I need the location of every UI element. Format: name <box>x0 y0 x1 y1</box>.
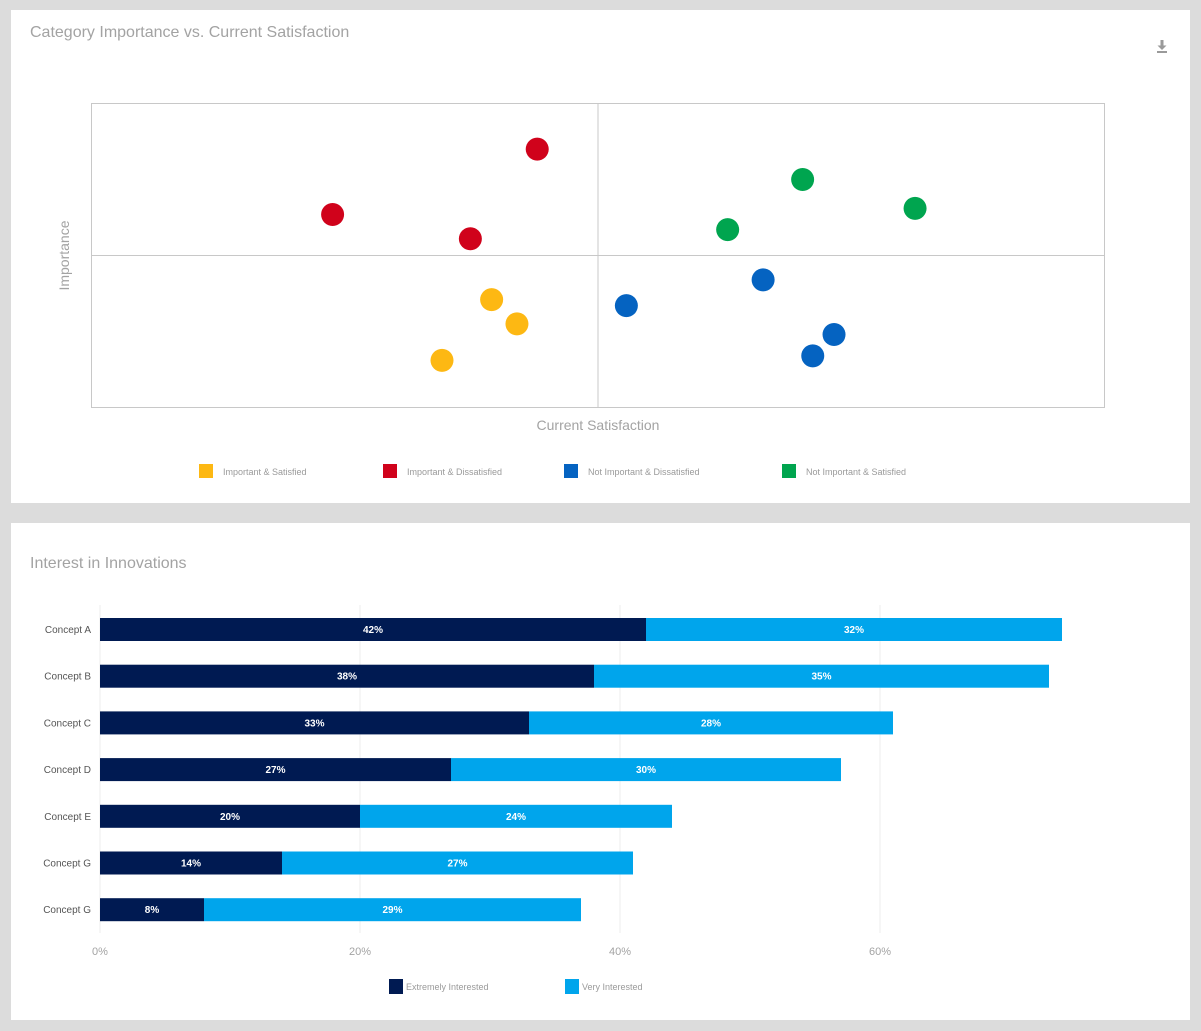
bar-segment <box>204 898 581 922</box>
scatter-point <box>505 312 529 336</box>
bar-value-label: 20% <box>220 812 240 823</box>
legend-swatch <box>383 464 397 478</box>
bar-segment <box>100 664 594 688</box>
download-button[interactable] <box>1153 37 1171 55</box>
x-tick-label: 20% <box>349 946 371 958</box>
legend-label: Important & Dissatisfied <box>407 467 502 477</box>
bar-segment <box>451 758 841 782</box>
scatter-point <box>480 288 504 312</box>
bar-value-label: 14% <box>181 859 201 870</box>
scatter-point <box>321 202 345 226</box>
legend-label: Important & Satisfied <box>223 467 307 477</box>
category-label: Concept D <box>44 765 91 776</box>
category-label: Concept B <box>44 672 91 683</box>
x-axis-label: Current Satisfaction <box>537 417 660 433</box>
y-axis-label: Importance <box>56 220 72 290</box>
scatter-point <box>614 294 638 318</box>
download-icon <box>1157 40 1167 53</box>
scatter-point <box>903 196 927 220</box>
scatter-point <box>458 227 482 251</box>
legend-swatch <box>199 464 213 478</box>
scatter-panel: Category Importance vs. Current Satisfac… <box>11 10 1190 503</box>
legend-label: Extremely Interested <box>406 982 489 992</box>
scatter-chart-title: Category Importance vs. Current Satisfac… <box>30 24 350 41</box>
bar-segment <box>100 758 451 782</box>
bar-value-label: 29% <box>382 905 402 916</box>
scatter-point <box>716 218 740 242</box>
bar-segment <box>594 664 1049 688</box>
scatter-point <box>791 168 815 191</box>
bar-segment <box>646 618 1062 641</box>
bar-panel: Interest in Innovations 0% 20% 40% 60% Conce… <box>11 523 1190 1020</box>
bar-chart-title: Interest in Innovations <box>30 555 187 572</box>
bar-segment <box>100 618 646 641</box>
legend-swatch <box>564 464 578 478</box>
bar-value-label: 8% <box>145 905 160 916</box>
bar-value-label: 33% <box>304 718 324 729</box>
bar-value-label: 42% <box>363 625 383 636</box>
x-tick-label: 0% <box>92 946 108 958</box>
category-label: Concept E <box>44 812 91 823</box>
bar-value-label: 28% <box>701 718 721 729</box>
category-label: Concept G <box>43 905 91 916</box>
bar-segment <box>529 711 893 735</box>
scatter-point <box>822 323 846 347</box>
bar-segment <box>282 851 633 875</box>
category-label: Concept G <box>43 859 91 870</box>
scatter-point <box>525 137 549 161</box>
category-label: Concept C <box>44 718 91 729</box>
legend-swatch <box>782 464 796 478</box>
bar-value-label: 30% <box>636 765 656 776</box>
bar-value-label: 32% <box>844 625 864 636</box>
scatter-point <box>801 344 825 368</box>
bar-value-label: 27% <box>447 859 467 870</box>
legend-label: Very Interested <box>582 982 643 992</box>
bar-segment <box>100 711 529 735</box>
bar-value-label: 24% <box>506 812 526 823</box>
bar-value-label: 38% <box>337 672 357 683</box>
legend-swatch <box>389 979 403 994</box>
bar-chart: 0% 20% 40% 60% Concept A 42% 32% Concept B 38% 35… <box>43 605 1062 994</box>
bar-segment <box>360 804 672 828</box>
scatter-point <box>751 268 775 292</box>
bar-segment <box>100 851 282 875</box>
category-label: Concept A <box>45 625 91 636</box>
bar-value-label: 27% <box>265 765 285 776</box>
legend-label: Not Important & Dissatisfied <box>588 467 700 477</box>
legend-swatch <box>565 979 579 994</box>
scatter-point <box>430 348 454 372</box>
bar-segment <box>100 898 204 922</box>
bar-value-label: 35% <box>811 672 831 683</box>
legend-label: Not Important & Satisfied <box>806 467 906 477</box>
x-tick-label: 40% <box>609 946 631 958</box>
bar-segment <box>100 804 360 828</box>
scatter-chart: Current Satisfaction Importance Important … <box>56 103 1105 478</box>
x-tick-label: 60% <box>869 946 891 958</box>
